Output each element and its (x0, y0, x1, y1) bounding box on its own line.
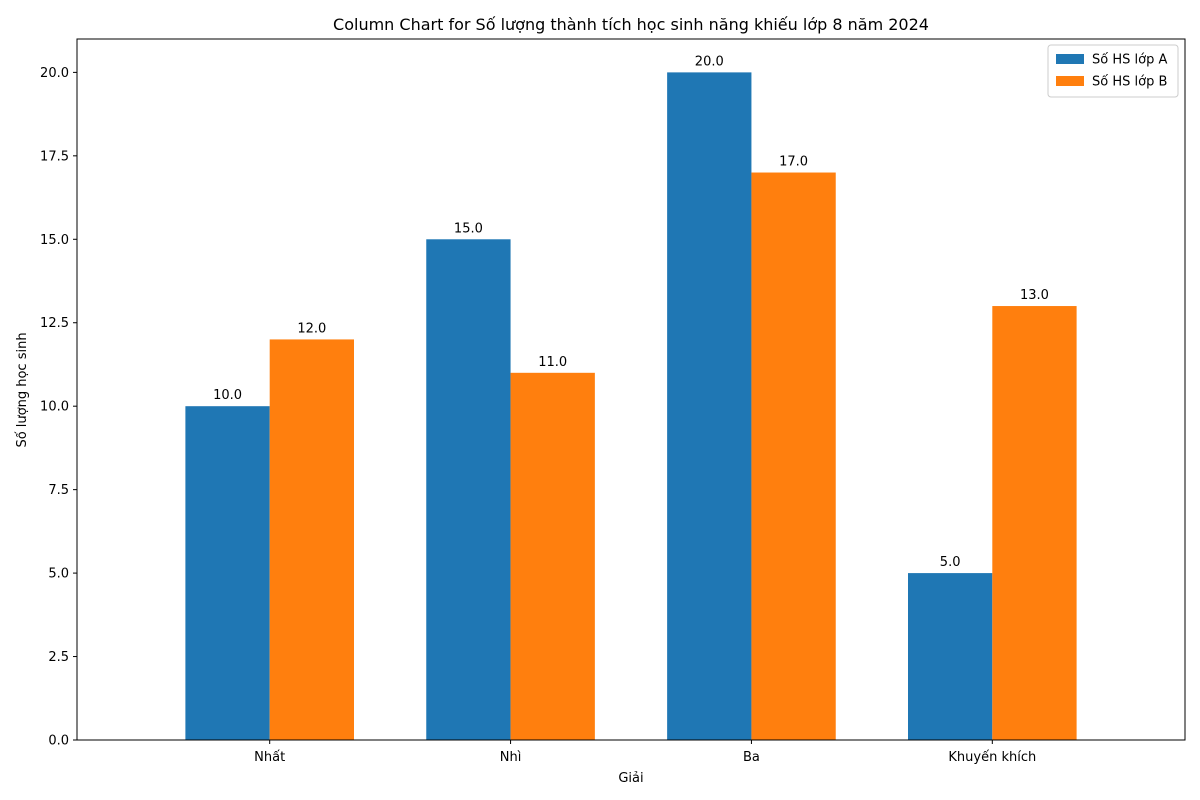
y-tick-label: 0.0 (48, 734, 69, 749)
data-label: 11.0 (538, 355, 567, 370)
data-label: 15.0 (454, 221, 483, 236)
data-label: 17.0 (779, 155, 808, 170)
plot-area: 10.0 15.0 20.0 5.0 12.0 11.0 17.0 13.0 0.0 2.5 5.0… (40, 38, 1186, 765)
y-tick-label: 20.0 (40, 66, 69, 81)
bar-series-b-3 (992, 306, 1077, 740)
bar-series-b-1 (510, 372, 595, 740)
y-tick-label: 10.0 (40, 400, 69, 415)
y-tick-label: 17.5 (40, 149, 69, 164)
data-label: 13.0 (1020, 288, 1049, 303)
bar-series-a-1 (426, 239, 511, 741)
legend-label: Số HS lớp B (1092, 75, 1167, 90)
y-tick-label: 7.5 (48, 483, 69, 498)
plot-frame (76, 38, 1186, 741)
y-axis-title: Số lượng học sinh (15, 332, 30, 447)
x-tick-label: Nhất (254, 750, 285, 765)
y-tick-label: 15.0 (40, 233, 69, 248)
x-tick-label: Khuyến khích (948, 750, 1036, 765)
bar-series-a-2 (667, 72, 752, 740)
chart-title: Column Chart for Số lượng thành tích học… (333, 15, 929, 34)
data-label: 20.0 (695, 54, 724, 69)
bar-series-b-0 (269, 339, 354, 740)
legend-swatch (1056, 76, 1084, 86)
x-tick-label: Nhì (500, 750, 522, 765)
y-tick-label: 2.5 (48, 650, 69, 665)
x-axis-title: Giải (618, 771, 643, 786)
y-tick-label: 12.5 (40, 316, 69, 331)
data-label: 10.0 (213, 388, 242, 403)
bar-series-a-3 (908, 573, 993, 740)
data-label: 5.0 (940, 555, 961, 570)
data-label: 12.0 (297, 321, 326, 336)
bar-series-a-0 (185, 406, 270, 740)
legend-swatch (1056, 54, 1084, 64)
bar-series-b-2 (751, 172, 836, 740)
legend: Số HS lớp A Số HS lớp B (1047, 44, 1179, 98)
legend-label: Số HS lớp A (1092, 53, 1167, 68)
y-tick-label: 5.0 (48, 567, 69, 582)
x-tick-label: Ba (743, 750, 760, 765)
